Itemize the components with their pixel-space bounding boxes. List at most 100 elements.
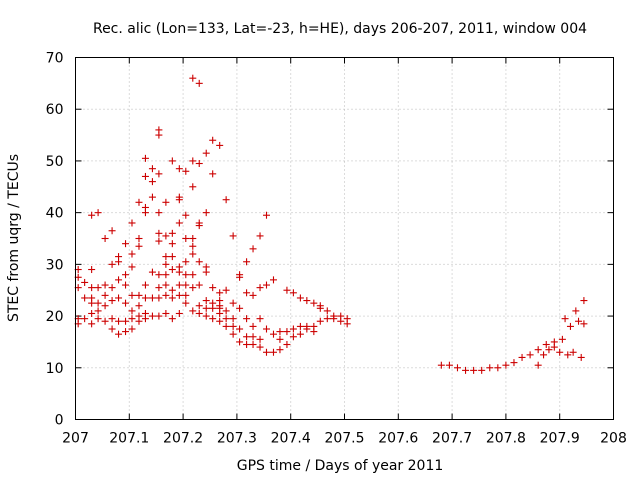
- data-point: [316, 317, 324, 325]
- data-point: [249, 322, 257, 330]
- data-points: [74, 74, 588, 374]
- data-point: [115, 276, 123, 284]
- data-point: [437, 361, 445, 369]
- data-point: [162, 281, 170, 289]
- data-point: [542, 341, 550, 349]
- data-point: [168, 253, 176, 261]
- data-point: [155, 229, 163, 237]
- data-point: [148, 268, 156, 276]
- data-point: [243, 289, 251, 297]
- data-point: [229, 315, 237, 323]
- data-point: [303, 322, 311, 330]
- x-tick-label: 207.6: [378, 431, 418, 447]
- data-point: [296, 294, 304, 302]
- data-point: [296, 322, 304, 330]
- data-point: [88, 294, 96, 302]
- data-point: [101, 235, 109, 242]
- data-point: [202, 297, 210, 305]
- data-point: [168, 157, 176, 165]
- data-point: [209, 299, 217, 307]
- data-point: [115, 317, 123, 325]
- data-point: [209, 170, 217, 178]
- data-point: [162, 260, 170, 268]
- data-point: [202, 149, 210, 157]
- data-point: [141, 294, 149, 302]
- y-tick-label: 40: [46, 206, 64, 222]
- data-point: [276, 328, 284, 336]
- data-point: [88, 309, 96, 317]
- data-point: [168, 229, 176, 237]
- data-point: [195, 160, 203, 168]
- data-point: [310, 328, 318, 336]
- y-axis-label: STEC from uqrg / TECUs: [6, 154, 22, 322]
- x-tick-label: 207.7: [432, 431, 472, 447]
- data-point: [249, 341, 257, 349]
- y-tick-label: 70: [46, 51, 64, 67]
- data-point: [216, 317, 224, 325]
- data-point: [128, 325, 136, 333]
- data-point: [128, 250, 136, 258]
- data-point: [189, 242, 197, 250]
- data-point: [303, 297, 311, 305]
- data-point: [580, 297, 588, 305]
- data-point: [216, 141, 224, 149]
- data-point: [262, 281, 270, 289]
- data-point: [222, 196, 230, 204]
- data-point: [494, 364, 502, 372]
- data-point: [561, 315, 569, 323]
- data-point: [94, 209, 102, 217]
- data-point: [269, 276, 277, 284]
- data-point: [115, 330, 123, 338]
- data-point: [108, 297, 116, 305]
- data-point: [202, 312, 210, 320]
- data-point: [175, 263, 183, 271]
- data-point: [101, 291, 109, 299]
- data-point: [202, 209, 210, 217]
- data-point: [283, 341, 291, 349]
- data-point: [296, 330, 304, 338]
- data-point: [155, 209, 163, 217]
- data-point: [470, 366, 478, 374]
- data-point: [249, 291, 257, 299]
- data-point: [236, 271, 244, 279]
- data-point: [269, 330, 277, 338]
- data-point: [135, 291, 143, 299]
- y-tick-label: 0: [55, 413, 64, 429]
- data-point: [189, 307, 197, 315]
- data-point: [81, 278, 89, 286]
- plot-frame: [75, 57, 614, 420]
- data-point: [115, 253, 123, 261]
- data-point: [518, 353, 526, 361]
- data-point: [189, 74, 197, 82]
- data-point: [81, 315, 89, 323]
- data-point: [189, 250, 197, 258]
- x-tick-label: 207.2: [163, 431, 203, 447]
- data-point: [222, 315, 230, 323]
- y-tick-labels: 0 10 20 30 40 50 60 70: [46, 51, 64, 429]
- data-point: [155, 126, 163, 134]
- data-point: [88, 320, 96, 328]
- data-point: [148, 193, 156, 201]
- data-point: [108, 260, 116, 268]
- data-point: [283, 286, 291, 294]
- data-point: [155, 284, 163, 292]
- data-point: [182, 281, 190, 289]
- data-point: [534, 361, 542, 369]
- data-point: [122, 271, 130, 279]
- data-point: [148, 178, 156, 186]
- data-point: [229, 322, 237, 330]
- data-point: [195, 258, 203, 266]
- data-point: [289, 289, 297, 297]
- data-point: [558, 335, 566, 343]
- data-point: [445, 361, 453, 369]
- y-tick-label: 30: [46, 257, 64, 273]
- data-point: [175, 219, 183, 227]
- data-point: [182, 291, 190, 299]
- data-point: [189, 284, 197, 292]
- data-point: [135, 242, 143, 250]
- data-point: [141, 203, 149, 211]
- data-point: [566, 322, 574, 330]
- data-point: [323, 315, 331, 323]
- data-point: [175, 165, 183, 173]
- data-point: [256, 284, 264, 292]
